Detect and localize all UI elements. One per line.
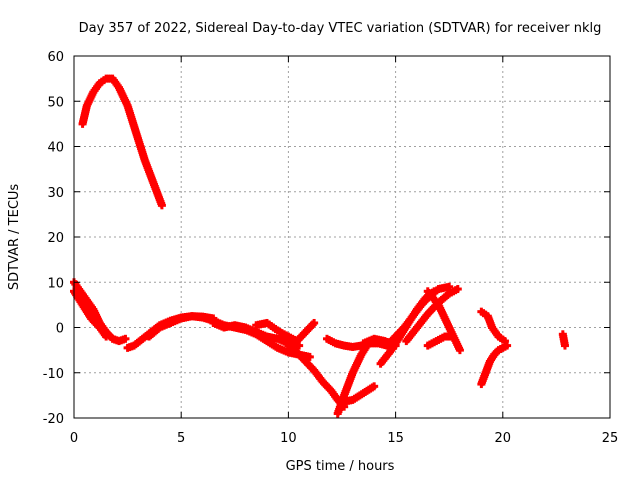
x-tick-label: 10 <box>280 431 297 446</box>
data-point <box>305 352 314 361</box>
data-point <box>423 309 432 318</box>
x-tick-label: 25 <box>602 431 619 446</box>
data-point <box>209 314 218 323</box>
gridlines <box>74 56 610 418</box>
interpolated-point <box>267 321 276 330</box>
series-arc-5 <box>145 312 218 341</box>
chart-title: Day 357 of 2022, Sidereal Day-to-day VTE… <box>79 21 602 36</box>
y-tick-label: 0 <box>56 322 64 337</box>
interpolated-point <box>498 335 507 344</box>
data-point <box>295 341 304 350</box>
series-arc-11 <box>338 382 379 407</box>
y-axis-label: SDTVAR / TECUs <box>7 184 22 291</box>
data-point <box>453 285 462 294</box>
data-point <box>503 341 512 350</box>
data-point <box>102 332 111 341</box>
interpolated-point <box>481 310 490 319</box>
interpolated-point <box>479 309 488 318</box>
data-series <box>70 74 569 418</box>
series-arc-21 <box>558 330 569 350</box>
y-tick-label: 50 <box>47 95 64 110</box>
series-arc-3 <box>70 287 111 341</box>
data-point <box>500 337 509 346</box>
series-arc-20 <box>477 307 509 346</box>
series-arc-18 <box>423 332 456 350</box>
interpolated-point <box>428 305 437 314</box>
x-tick-label: 0 <box>70 431 78 446</box>
interpolated-point <box>426 306 435 315</box>
data-point <box>262 318 271 327</box>
data-point <box>477 307 486 316</box>
y-tick-label: 60 <box>47 50 64 65</box>
y-tick-label: 10 <box>47 276 64 291</box>
data-point <box>121 334 130 343</box>
data-point <box>560 341 569 350</box>
data-point <box>455 346 464 355</box>
data-point <box>333 395 342 404</box>
x-axis-label: GPS time / hours <box>286 459 395 474</box>
interpolated-point <box>429 303 438 312</box>
data-point <box>447 332 456 341</box>
series-arc-8 <box>252 318 319 346</box>
x-tick-label: 20 <box>495 431 512 446</box>
x-tick-label: 15 <box>387 431 404 446</box>
data-point <box>95 79 104 88</box>
data-point <box>370 382 379 391</box>
series-arc-2 <box>70 278 130 346</box>
interpolated-point <box>425 308 434 317</box>
interpolated-point <box>106 333 115 342</box>
series-arc-19 <box>477 341 512 389</box>
y-tick-label: -20 <box>43 412 64 427</box>
interpolated-point <box>271 325 280 334</box>
data-point <box>494 332 503 341</box>
interpolated-point <box>496 334 505 343</box>
data-point <box>157 201 166 210</box>
y-tick-label: -10 <box>43 367 64 382</box>
y-tick-label: 40 <box>47 141 64 156</box>
x-tick-label: 5 <box>177 431 185 446</box>
axis-ticks: 0 5 10 15 20 25 -20 -10 0 10 20 30 40 50 60 <box>43 50 619 446</box>
data-point <box>445 282 454 291</box>
y-tick-label: 30 <box>47 186 64 201</box>
series-arc-1 <box>78 74 166 210</box>
interpolated-point <box>97 77 106 86</box>
interpolated-point <box>273 326 282 335</box>
series-arc-16 <box>402 285 462 346</box>
data-point <box>269 323 278 332</box>
interpolated-point <box>100 76 109 85</box>
interpolated-point <box>265 320 274 329</box>
data-point <box>310 318 319 327</box>
y-tick-label: 20 <box>47 231 64 246</box>
